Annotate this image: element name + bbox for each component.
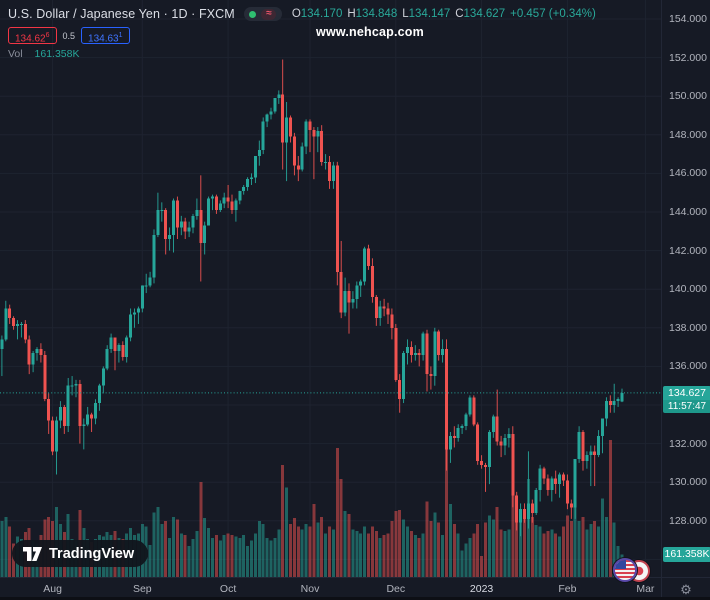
axis-corner: ⚙ bbox=[661, 577, 710, 600]
last-price-value: 134.627 bbox=[663, 385, 710, 400]
bid-ask-row: 134.626 0.5 134.631 bbox=[8, 27, 596, 44]
low-value: 134.147 bbox=[408, 8, 451, 20]
volume-row: Vol 161.358K bbox=[8, 48, 596, 60]
candlestick-chart[interactable] bbox=[0, 0, 661, 577]
close-value: 134.627 bbox=[463, 8, 506, 20]
tradingview-logo-link[interactable]: TradingView bbox=[12, 540, 149, 567]
time-tick-label: Aug bbox=[43, 583, 62, 595]
ask-pipette: 1 bbox=[118, 32, 123, 39]
price-tick-label: 128.000 bbox=[669, 514, 707, 527]
symbol-pair-flags bbox=[613, 558, 653, 584]
us-flag-icon bbox=[613, 558, 637, 582]
price-tick-label: 150.000 bbox=[669, 90, 707, 103]
open-label: O bbox=[291, 8, 301, 20]
tradingview-logo-text: TradingView bbox=[49, 545, 135, 562]
realtime-status-icon bbox=[249, 10, 257, 18]
ohlc-values: O134.170 H134.848 L134.147 C134.627 +0.457 (… bbox=[292, 8, 596, 20]
time-axis[interactable]: Aug Sep Oct Nov Dec 2023 Feb Mar bbox=[0, 577, 661, 600]
price-tick-label: 140.000 bbox=[669, 283, 707, 296]
time-tick-label: Mar bbox=[636, 583, 655, 595]
spread-value: 0.5 bbox=[62, 30, 76, 41]
chart-pane[interactable]: www.nehcap.com U.S. Dollar / Japanese Ye… bbox=[0, 0, 661, 582]
time-tick-label: Oct bbox=[219, 583, 237, 595]
change-value: +0.457 (+0.34%) bbox=[510, 8, 596, 20]
volume-label: Vol bbox=[8, 48, 23, 60]
window-edge bbox=[0, 597, 710, 600]
price-tick-label: 144.000 bbox=[669, 206, 707, 218]
close-label: C bbox=[455, 8, 464, 20]
price-axis[interactable]: 154.000 152.000 150.000 148.000 146.000 144.0… bbox=[661, 0, 710, 577]
low-label: L bbox=[402, 8, 409, 20]
gear-icon[interactable]: ⚙ bbox=[680, 582, 692, 597]
price-tick-label: 142.000 bbox=[669, 244, 707, 257]
data-status-pill[interactable]: ≈ bbox=[243, 7, 282, 21]
price-tick-label: 132.000 bbox=[669, 437, 707, 450]
high-label: H bbox=[347, 8, 356, 20]
time-tick-label: Nov bbox=[300, 583, 320, 595]
bar-countdown: 11:57:47 bbox=[663, 399, 710, 413]
chart-legend: U.S. Dollar / Japanese Yen · 1D · FXCM ≈… bbox=[8, 5, 596, 60]
high-value: 134.848 bbox=[355, 8, 398, 20]
price-tick-label: 152.000 bbox=[669, 51, 707, 64]
time-tick-label: 2023 bbox=[469, 583, 494, 595]
price-tick-label: 146.000 bbox=[669, 167, 707, 180]
price-tick-label: 130.000 bbox=[669, 476, 707, 489]
ask-price: 134.63 bbox=[88, 33, 119, 45]
time-tick-label: Feb bbox=[558, 583, 577, 595]
price-tick-label: 154.000 bbox=[669, 13, 707, 25]
price-tick-label: 138.000 bbox=[669, 321, 707, 334]
legend-row-title: U.S. Dollar / Japanese Yen · 1D · FXCM ≈… bbox=[8, 5, 596, 23]
price-tick-label: 136.000 bbox=[669, 360, 707, 373]
symbol-title[interactable]: U.S. Dollar / Japanese Yen · 1D · FXCM bbox=[8, 7, 235, 21]
notification-wave-icon: ≈ bbox=[261, 8, 277, 20]
open-value: 134.170 bbox=[300, 8, 343, 20]
buy-ask-button[interactable]: 134.631 bbox=[81, 27, 130, 44]
bid-pipette: 6 bbox=[45, 32, 50, 39]
time-tick-label: Sep bbox=[132, 583, 152, 595]
price-tick-label: 148.000 bbox=[669, 128, 707, 141]
last-price-badge: 134.627 11:57:47 bbox=[663, 385, 710, 413]
tradingview-logo-icon bbox=[23, 546, 42, 561]
volume-badge: 161.358K bbox=[663, 546, 710, 562]
time-tick-label: Dec bbox=[386, 583, 406, 595]
volume-value: 161.358K bbox=[34, 48, 80, 60]
watermark: www.nehcap.com bbox=[316, 25, 424, 39]
sell-bid-button[interactable]: 134.626 bbox=[8, 27, 57, 44]
bid-price: 134.62 bbox=[15, 33, 46, 45]
